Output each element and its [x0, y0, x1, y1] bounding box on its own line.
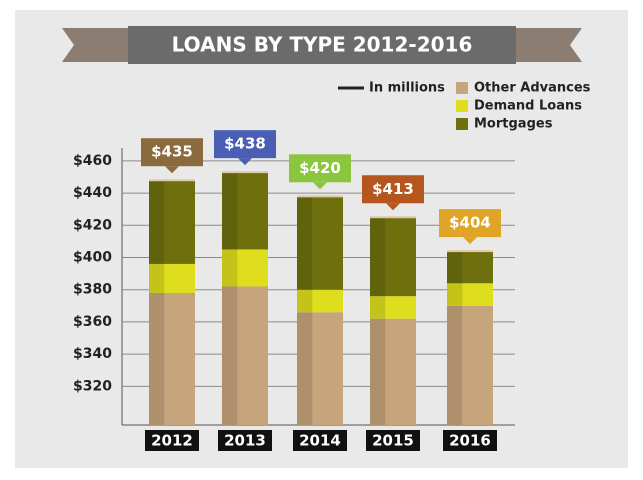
chart-title: LOANS BY TYPE 2012-2016 — [172, 33, 473, 57]
x-label-box — [218, 430, 272, 451]
total-label: $435 — [151, 143, 193, 161]
total-callout — [289, 154, 351, 183]
total-label: $420 — [299, 159, 341, 177]
y-tick-label: $400 — [73, 250, 112, 266]
bar-shade — [222, 172, 238, 250]
bar-segment — [447, 283, 493, 306]
callout-pointer — [463, 237, 477, 245]
bar-shade — [222, 249, 238, 287]
x-label-box — [443, 430, 497, 451]
x-tick-label: 2014 — [299, 432, 341, 450]
bar-shade — [447, 251, 463, 284]
bar-shade — [149, 292, 165, 425]
total-callout — [141, 138, 203, 167]
total-callout — [362, 175, 424, 204]
bar-segment — [222, 172, 268, 250]
bar-shade — [370, 318, 386, 425]
callout-pointer — [386, 203, 400, 211]
bar-shade — [370, 296, 386, 319]
y-tick-label: $320 — [73, 378, 112, 394]
x-tick-label: 2013 — [224, 432, 266, 450]
legend-label: Demand Loans — [474, 99, 582, 114]
x-label-box — [145, 430, 199, 451]
y-tick-label: $460 — [73, 153, 112, 169]
bar-segment — [149, 263, 195, 293]
bar-segment — [222, 249, 268, 287]
legend-label: Other Advances — [474, 81, 591, 96]
bar-shade — [370, 217, 386, 297]
y-tick-label: $440 — [73, 185, 112, 201]
bar-segment — [370, 296, 416, 319]
bar-segment — [297, 289, 343, 313]
x-tick-label: 2015 — [372, 432, 414, 450]
x-tick-label: 2016 — [449, 432, 491, 450]
total-label: $404 — [449, 214, 491, 232]
bar-segment — [447, 251, 493, 284]
bar-shade — [222, 286, 238, 425]
ribbon-left — [62, 28, 130, 62]
total-label: $413 — [372, 180, 414, 198]
bar-segment — [370, 318, 416, 425]
bar-shade — [149, 180, 165, 264]
total-label: $438 — [224, 135, 266, 153]
bar-segment — [149, 292, 195, 425]
bar-shade — [447, 305, 463, 425]
bar-segment — [297, 196, 343, 290]
y-tick-label: $360 — [73, 314, 112, 330]
callout-pointer — [238, 158, 252, 166]
legend-swatch — [456, 82, 468, 94]
legend-label: Mortgages — [474, 117, 553, 132]
title-banner — [128, 26, 516, 64]
bar-segment — [222, 286, 268, 425]
y-tick-label: $420 — [73, 217, 112, 233]
bar-shade — [447, 283, 463, 306]
bar-segment — [370, 217, 416, 297]
legend-swatch — [456, 118, 468, 130]
legend-swatch — [456, 100, 468, 112]
bar-segment — [447, 305, 493, 425]
callout-pointer — [313, 182, 327, 190]
bar-shade — [149, 263, 165, 293]
bar-shade — [297, 312, 313, 425]
total-callout — [214, 130, 276, 159]
bar-segment — [149, 180, 195, 264]
y-tick-label: $380 — [73, 282, 112, 298]
bar-segment — [297, 312, 343, 425]
x-label-box — [293, 430, 347, 451]
x-label-box — [366, 430, 420, 451]
y-tick-label: $340 — [73, 346, 112, 362]
bar-shade — [297, 289, 313, 313]
total-callout — [439, 209, 501, 238]
x-tick-label: 2012 — [151, 432, 193, 450]
bar-shade — [297, 196, 313, 290]
unit-note: In millions — [369, 81, 445, 96]
callout-pointer — [165, 166, 179, 174]
ribbon-right — [514, 28, 582, 62]
